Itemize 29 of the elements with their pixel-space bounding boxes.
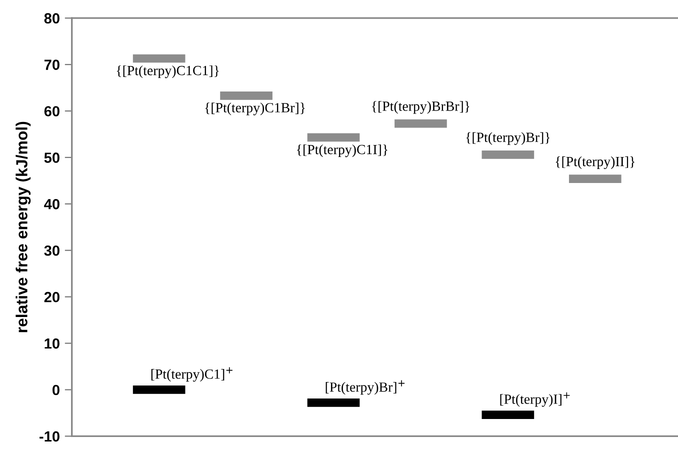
data-label: {[Pt(terpy)C1Br]}	[205, 102, 305, 116]
y-tick-label: 30	[44, 245, 60, 256]
data-label: {[Pt(terpy)C1I]}	[297, 144, 388, 158]
bar	[307, 133, 360, 142]
bar	[482, 150, 534, 159]
y-tick-label: -10	[40, 431, 60, 442]
y-tick-label: 50	[44, 152, 60, 163]
data-label: {[Pt(terpy)BrBr]}	[372, 101, 470, 114]
bar	[307, 398, 360, 407]
y-tick-label: 20	[44, 292, 60, 302]
y-tick-label: 10	[44, 338, 60, 349]
bar	[132, 386, 186, 394]
bar	[568, 174, 622, 183]
data-label: [Pt(terpy)C1]$^{+}$	[151, 367, 232, 382]
data-label: {[Pt(terpy)C1C1]}	[116, 65, 219, 78]
bar	[482, 410, 534, 419]
data-label: [Pt(terpy)I]$^{+}$	[500, 392, 570, 407]
data-label: [Pt(terpy)Br]$^{+}$	[326, 380, 405, 395]
y-tick-label: 0	[52, 384, 60, 396]
data-label: {[Pt(terpy)Br]}	[466, 132, 550, 145]
bar	[394, 119, 447, 128]
y-tick-label: 80	[44, 13, 60, 24]
data-label: {[Pt(terpy)II]}	[556, 156, 634, 170]
bar	[220, 91, 272, 100]
y-tick-label: 70	[44, 60, 60, 70]
y-tick-label: 60	[44, 106, 60, 116]
bar	[132, 54, 186, 63]
y-axis-title: relative free energy (kJ/mol)	[16, 122, 31, 332]
y-tick-label: 40	[44, 199, 60, 210]
